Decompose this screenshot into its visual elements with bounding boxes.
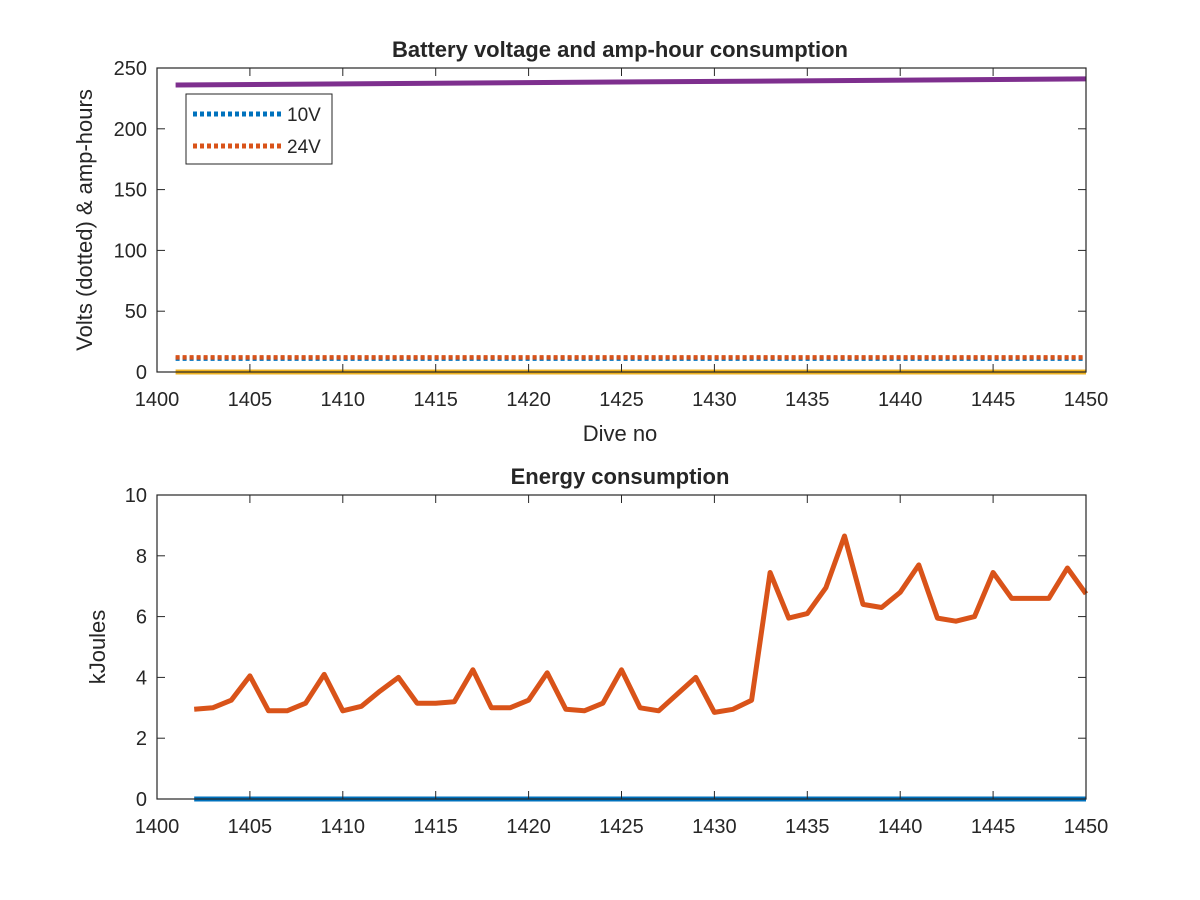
x-tick-label: 1415	[413, 816, 458, 838]
legend-label-24v: 24V	[287, 137, 321, 158]
y-tick-label: 100	[114, 240, 147, 262]
x-tick-label: 1445	[971, 816, 1016, 838]
series-line-energy-1	[193, 533, 1089, 715]
legend: 10V 24V	[185, 93, 333, 165]
x-tick-label: 1410	[321, 389, 366, 411]
x-axis-label-battery: Dive no	[583, 421, 658, 446]
y-tick-label: 0	[136, 789, 147, 811]
x-tick-label: 1430	[692, 816, 737, 838]
y-ticks-energy: 0 2 4 6 8 10	[125, 485, 1086, 811]
energy-series-lines	[193, 533, 1089, 802]
y-axis-label-energy: kJoules	[85, 610, 110, 685]
plot-box-energy	[156, 494, 1087, 800]
y-tick-label: 6	[136, 607, 147, 629]
y-axis-label-battery: Volts (dotted) & amp-hours	[72, 89, 97, 351]
x-tick-label: 1425	[599, 389, 644, 411]
x-tick-label: 1425	[599, 816, 644, 838]
y-tick-label: 200	[114, 119, 147, 141]
x-tick-label: 1445	[971, 389, 1016, 411]
x-tick-label: 1420	[506, 816, 551, 838]
y-ticks-battery: 0 50 100 150 200 250	[114, 58, 1086, 384]
battery-voltage-axes: Battery voltage and amp-hour consumption…	[72, 37, 1108, 446]
y-tick-label: 8	[136, 546, 147, 568]
y-tick-label: 50	[125, 301, 147, 323]
x-ticks-energy: 1400 1405 1410 1415 1420 1425 1430 1435 1440 1445…	[135, 495, 1109, 838]
y-tick-label: 10	[125, 485, 147, 507]
y-tick-label: 2	[136, 728, 147, 750]
x-tick-label: 1440	[878, 816, 923, 838]
y-tick-label: 250	[114, 58, 147, 80]
x-tick-label: 1435	[785, 389, 830, 411]
series-line-battery-3	[175, 76, 1087, 88]
x-ticks-battery: 1400 1405 1410 1415 1420 1425 1430 1435 1440 1445…	[135, 68, 1109, 411]
legend-label-10v: 10V	[287, 105, 321, 126]
x-tick-label: 1400	[135, 389, 180, 411]
x-tick-label: 1405	[228, 389, 273, 411]
x-tick-label: 1415	[413, 389, 458, 411]
x-tick-label: 1400	[135, 816, 180, 838]
x-tick-label: 1420	[506, 389, 551, 411]
x-tick-label: 1405	[228, 816, 273, 838]
energy-consumption-axes: Energy consumption 1400 1405 1410 1415 1420 1…	[85, 464, 1108, 838]
y-tick-label: 0	[136, 362, 147, 384]
y-tick-label: 150	[114, 180, 147, 202]
y-tick-label: 4	[136, 667, 147, 689]
legend-box	[185, 93, 333, 165]
x-tick-label: 1435	[785, 816, 830, 838]
x-tick-label: 1430	[692, 389, 737, 411]
x-tick-label: 1440	[878, 389, 923, 411]
x-tick-label: 1450	[1064, 389, 1109, 411]
x-tick-label: 1450	[1064, 816, 1109, 838]
chart-title-energy: Energy consumption	[511, 464, 730, 489]
chart-title-battery: Battery voltage and amp-hour consumption	[392, 37, 848, 62]
x-tick-label: 1410	[321, 816, 366, 838]
